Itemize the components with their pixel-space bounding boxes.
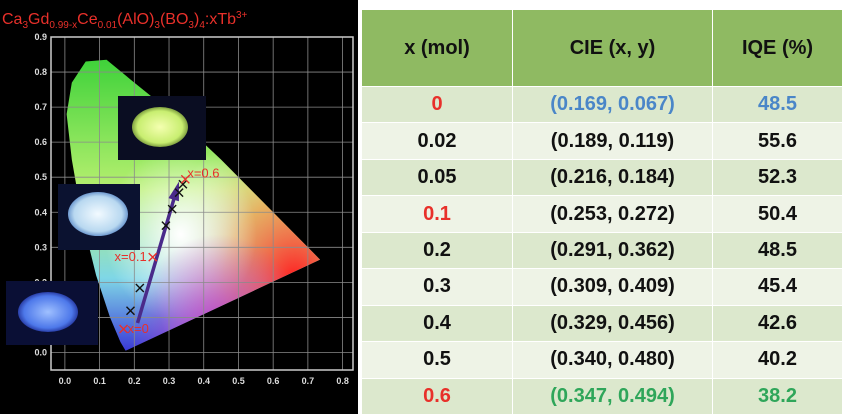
table-cell: 0.05: [362, 159, 512, 196]
table-cell: (0.340, 0.480): [513, 342, 712, 378]
table-cell: (0.291, 0.362): [513, 232, 712, 269]
title-part: 0.99-x: [49, 20, 77, 31]
title-part: 3: [188, 20, 194, 31]
table-cell: 0.1: [362, 196, 512, 232]
data-point: [148, 252, 158, 262]
y-tick-label: 0.7: [34, 102, 47, 112]
column-header: IQE (%): [713, 10, 842, 86]
table-cell: (0.169, 0.067): [513, 87, 712, 123]
data-point: [125, 306, 135, 316]
inset-photo: [6, 96, 206, 345]
table-cell: 0.4: [362, 305, 512, 342]
data-layer: x=0 x=0.1 x=0.6: [115, 165, 220, 336]
table-cell: 48.5: [713, 232, 842, 269]
x-tick-label: 0.4: [197, 376, 210, 386]
x-tick-label: 0.7: [302, 376, 315, 386]
y-tick-label: 0.8: [34, 67, 47, 77]
data-point: [174, 188, 184, 198]
title-part: 4: [199, 20, 205, 31]
data-point: [167, 204, 177, 214]
column-header: CIE (x, y): [513, 10, 712, 86]
annotation: x=0.1: [115, 249, 147, 264]
table: x (mol) CIE (x, y) IQE (%) 0 (0.169, 0.067) 4…: [362, 10, 842, 414]
table-cell: 0.6: [362, 378, 512, 414]
x-tick-label: 0.5: [232, 376, 245, 386]
y-tick-label: 0.3: [34, 242, 47, 252]
y-tick-label: 0.0: [34, 347, 47, 357]
title-part: 3: [22, 20, 28, 31]
table-cell: 55.6: [713, 123, 842, 159]
table-cell: 52.3: [713, 159, 842, 196]
title-part: 0.01: [98, 20, 118, 31]
table-cell: (0.253, 0.272): [513, 196, 712, 232]
data-point: [178, 179, 188, 189]
annotation: x=0: [128, 321, 149, 336]
x-tick-label: 0.0: [59, 376, 72, 386]
table-cell: 45.4: [713, 269, 842, 305]
x-tick-label: 0.6: [267, 376, 280, 386]
title-part: Ce: [77, 11, 98, 28]
data-point: [161, 221, 171, 231]
cie-diagram: 0.00.10.20.30.40.50.60.70.80.00.10.20.30…: [0, 0, 358, 414]
title-part: Ca: [2, 11, 23, 28]
y-tick-label: 0.4: [34, 207, 47, 217]
x-tick-label: 0.1: [93, 376, 106, 386]
table-cell: 48.5: [713, 87, 842, 123]
x-tick-label: 0.2: [128, 376, 141, 386]
title-part: 3: [154, 20, 160, 31]
data-point: [135, 283, 145, 293]
table-cell: (0.329, 0.456): [513, 305, 712, 342]
table-cell: 0.3: [362, 269, 512, 305]
table-cell: 50.4: [713, 196, 842, 232]
table-cell: (0.309, 0.409): [513, 269, 712, 305]
title-part: (BO: [160, 11, 188, 28]
y-tick-label: 0.6: [34, 137, 47, 147]
x-tick-label: 0.8: [336, 376, 349, 386]
table-cell: 0.02: [362, 123, 512, 159]
data-point: [119, 324, 129, 334]
x-tick-label: 0.3: [163, 376, 176, 386]
table-cell: 0.5: [362, 342, 512, 378]
table-cell: 0.2: [362, 232, 512, 269]
y-tick-label: 0.9: [34, 32, 47, 42]
annotation: x=0.6: [187, 165, 219, 180]
table-cell: 40.2: [713, 342, 842, 378]
title-part: 3+: [236, 10, 248, 21]
data-point: [180, 174, 190, 184]
table-cell: (0.216, 0.184): [513, 159, 712, 196]
chart-title: Ca3Gd0.99-xCe0.01(AlO)3(BO3)4:xTb3+: [2, 10, 248, 31]
table-cell: 38.2: [713, 378, 842, 414]
table-cell: (0.189, 0.119): [513, 123, 712, 159]
title-part: (AlO): [117, 11, 154, 28]
column-header: x (mol): [362, 10, 512, 86]
table-cell: 0: [362, 87, 512, 123]
table-cell: 42.6: [713, 305, 842, 342]
axis-frame: [50, 36, 354, 371]
y-tick-label: 0.5: [34, 172, 47, 182]
title-part: ): [194, 11, 199, 28]
table-cell: (0.347, 0.494): [513, 378, 712, 414]
title-part: Gd: [28, 11, 49, 28]
title-part: :xTb: [205, 11, 236, 28]
